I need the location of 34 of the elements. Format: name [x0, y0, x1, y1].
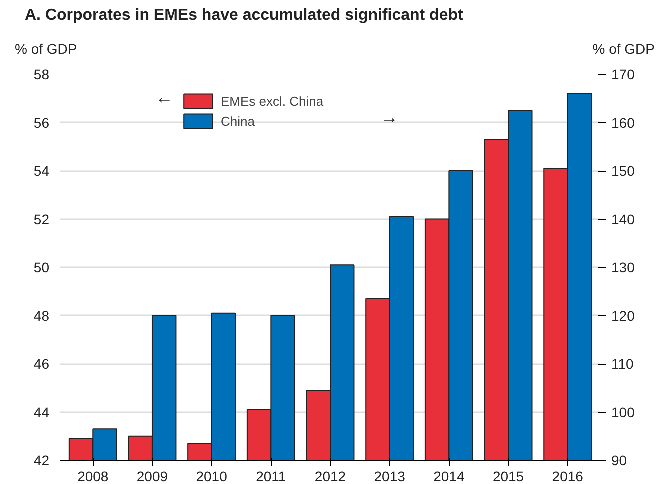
x-tick-label: 2012 — [314, 468, 346, 484]
y-tick-label: 58 — [34, 66, 50, 82]
y2-axis-title: % of GDP — [592, 40, 655, 59]
x-tick-label: 2011 — [256, 468, 286, 484]
y-tick-label: 46 — [34, 356, 50, 372]
legend-label: EMEs excl. China — [221, 94, 324, 108]
legend-label: China — [221, 114, 255, 128]
y2-tick-label: 130 — [612, 260, 636, 276]
y2-tick-label: 90 — [612, 452, 628, 468]
y-tick-label: 50 — [34, 260, 50, 276]
y2-tick-label: 100 — [612, 404, 636, 420]
y-tick-label: 54 — [34, 163, 50, 179]
y2-tick-label: 170 — [612, 66, 636, 82]
y2-tick-label: 110 — [612, 356, 634, 372]
x-tick-label: 2008 — [78, 468, 109, 484]
y-tick-label: 52 — [34, 211, 50, 228]
annotation: ← — [156, 88, 174, 108]
x-tick-label: 2010 — [196, 468, 228, 484]
y-tick-label: 44 — [34, 404, 50, 420]
x-tick-label: 2016 — [552, 468, 584, 484]
x-tick-label: 2014 — [434, 468, 465, 484]
y2-tick-label: 120 — [612, 308, 636, 324]
y-axis-title: % of GDP — [15, 40, 78, 59]
y-tick-label: 42 — [34, 452, 50, 468]
x-tick-label: 2009 — [136, 468, 168, 484]
y-tick-label: 48 — [34, 308, 50, 324]
y2-tick-label: 140 — [612, 211, 636, 228]
x-tick-label: 2013 — [374, 468, 406, 484]
chart-title: A. Corporates in EMEs have accumulated significant debt — [25, 7, 464, 24]
y2-tick-label: 150 — [612, 163, 636, 179]
annotation: → — [380, 108, 398, 128]
y2-tick-label: 160 — [612, 114, 636, 131]
y-tick-label: 56 — [34, 114, 50, 131]
x-tick-label: 2015 — [492, 468, 524, 484]
